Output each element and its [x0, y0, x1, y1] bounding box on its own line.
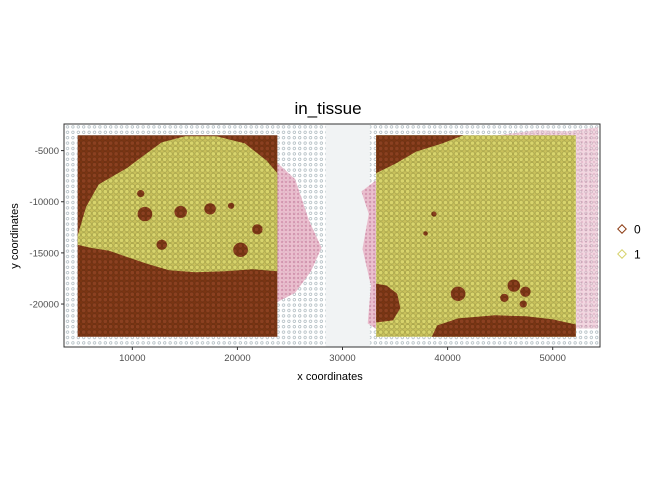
right-not-in-tissue-patch — [451, 287, 466, 301]
right-not-in-tissue-patch — [431, 211, 436, 216]
x-tick-label: 40000 — [434, 353, 460, 364]
y-tick-label: -5000 — [35, 146, 59, 157]
legend-label-1: 1 — [634, 248, 641, 262]
left-not-in-tissue-patch — [233, 243, 248, 257]
plot-panel — [64, 124, 600, 347]
slide-gap — [326, 124, 370, 347]
right-not-in-tissue-patch — [520, 287, 531, 297]
legend-key-1 — [618, 250, 626, 258]
x-axis-title: x coordinates — [297, 371, 363, 383]
x-axis: 10000 20000 30000 40000 50000 — [119, 347, 566, 364]
left-not-in-tissue-patch — [252, 224, 263, 234]
left-not-in-tissue-patch — [204, 203, 216, 214]
left-not-in-tissue-patch — [137, 190, 144, 197]
right-not-in-tissue-patch — [500, 294, 508, 302]
left-not-in-tissue-patch — [156, 240, 167, 250]
x-tick-label: 50000 — [539, 353, 565, 364]
y-tick-label: -20000 — [29, 300, 59, 311]
legend-key-0 — [618, 225, 626, 233]
x-tick-label: 30000 — [329, 353, 355, 364]
x-tick-label: 20000 — [224, 353, 250, 364]
chart-title: in_tissue — [294, 99, 361, 118]
y-tick-label: -15000 — [29, 248, 59, 259]
x-tick-label: 10000 — [119, 353, 145, 364]
right-area-in-tissue-spots — [376, 135, 576, 337]
y-axis-title: y coordinates — [9, 203, 21, 269]
left-not-in-tissue-patch — [174, 206, 187, 218]
right-not-in-tissue-patch — [423, 231, 428, 236]
y-axis: -5000 -10000 -15000 -20000 — [29, 146, 64, 310]
right-not-in-tissue-patch — [508, 279, 521, 291]
y-tick-label: -10000 — [29, 197, 59, 208]
right-not-in-tissue-patch — [520, 300, 527, 307]
legend: 01 — [618, 223, 641, 262]
left-not-in-tissue-patch — [228, 203, 234, 209]
legend-label-0: 0 — [634, 223, 641, 237]
left-not-in-tissue-patch — [138, 207, 153, 221]
